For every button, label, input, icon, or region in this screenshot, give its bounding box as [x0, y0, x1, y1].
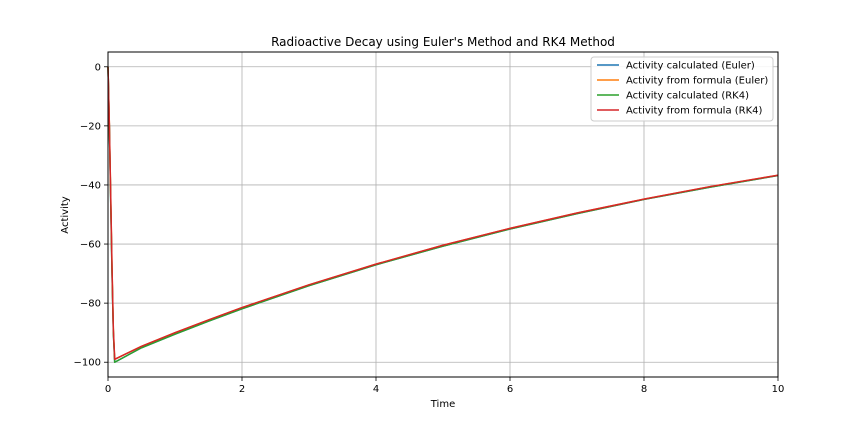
- y-axis-title: Activity: [60, 196, 71, 233]
- y-tick-label: −100: [74, 358, 101, 369]
- x-tick-label: 6: [507, 384, 513, 395]
- x-tick-label: 0: [105, 384, 111, 395]
- y-axis-ticks: 0 −20 −40 −60 −80 −100: [74, 62, 108, 369]
- legend-box: [590, 56, 774, 122]
- series-line-4: [107, 66, 779, 361]
- series-lines: [107, 66, 779, 363]
- legend-label-4: Activity from formula (RK4): [626, 106, 763, 117]
- plot-frame: [107, 51, 779, 378]
- legend-label-1: Activity calculated (Euler): [626, 61, 755, 72]
- x-axis-title: Time: [430, 399, 455, 410]
- y-tick-label: −20: [80, 121, 101, 132]
- legend: Activity calculated (Euler) Activity from…: [590, 56, 774, 122]
- x-tick-label: 2: [239, 384, 245, 395]
- legend-label-3: Activity calculated (RK4): [626, 91, 749, 102]
- x-tick-label: 8: [641, 384, 647, 395]
- y-tick-label: −60: [80, 240, 101, 251]
- x-axis-ticks: 0 2 4 6 8 10: [105, 377, 785, 395]
- legend-label-2: Activity from formula (Euler): [626, 76, 768, 87]
- chart-title: Radioactive Decay using Euler's Method a…: [271, 35, 615, 49]
- y-tick-label: 0: [95, 62, 101, 73]
- y-tick-label: −40: [80, 180, 101, 191]
- y-tick-label: −80: [80, 299, 101, 310]
- x-tick-label: 4: [373, 384, 379, 395]
- x-tick-label: 10: [772, 384, 785, 395]
